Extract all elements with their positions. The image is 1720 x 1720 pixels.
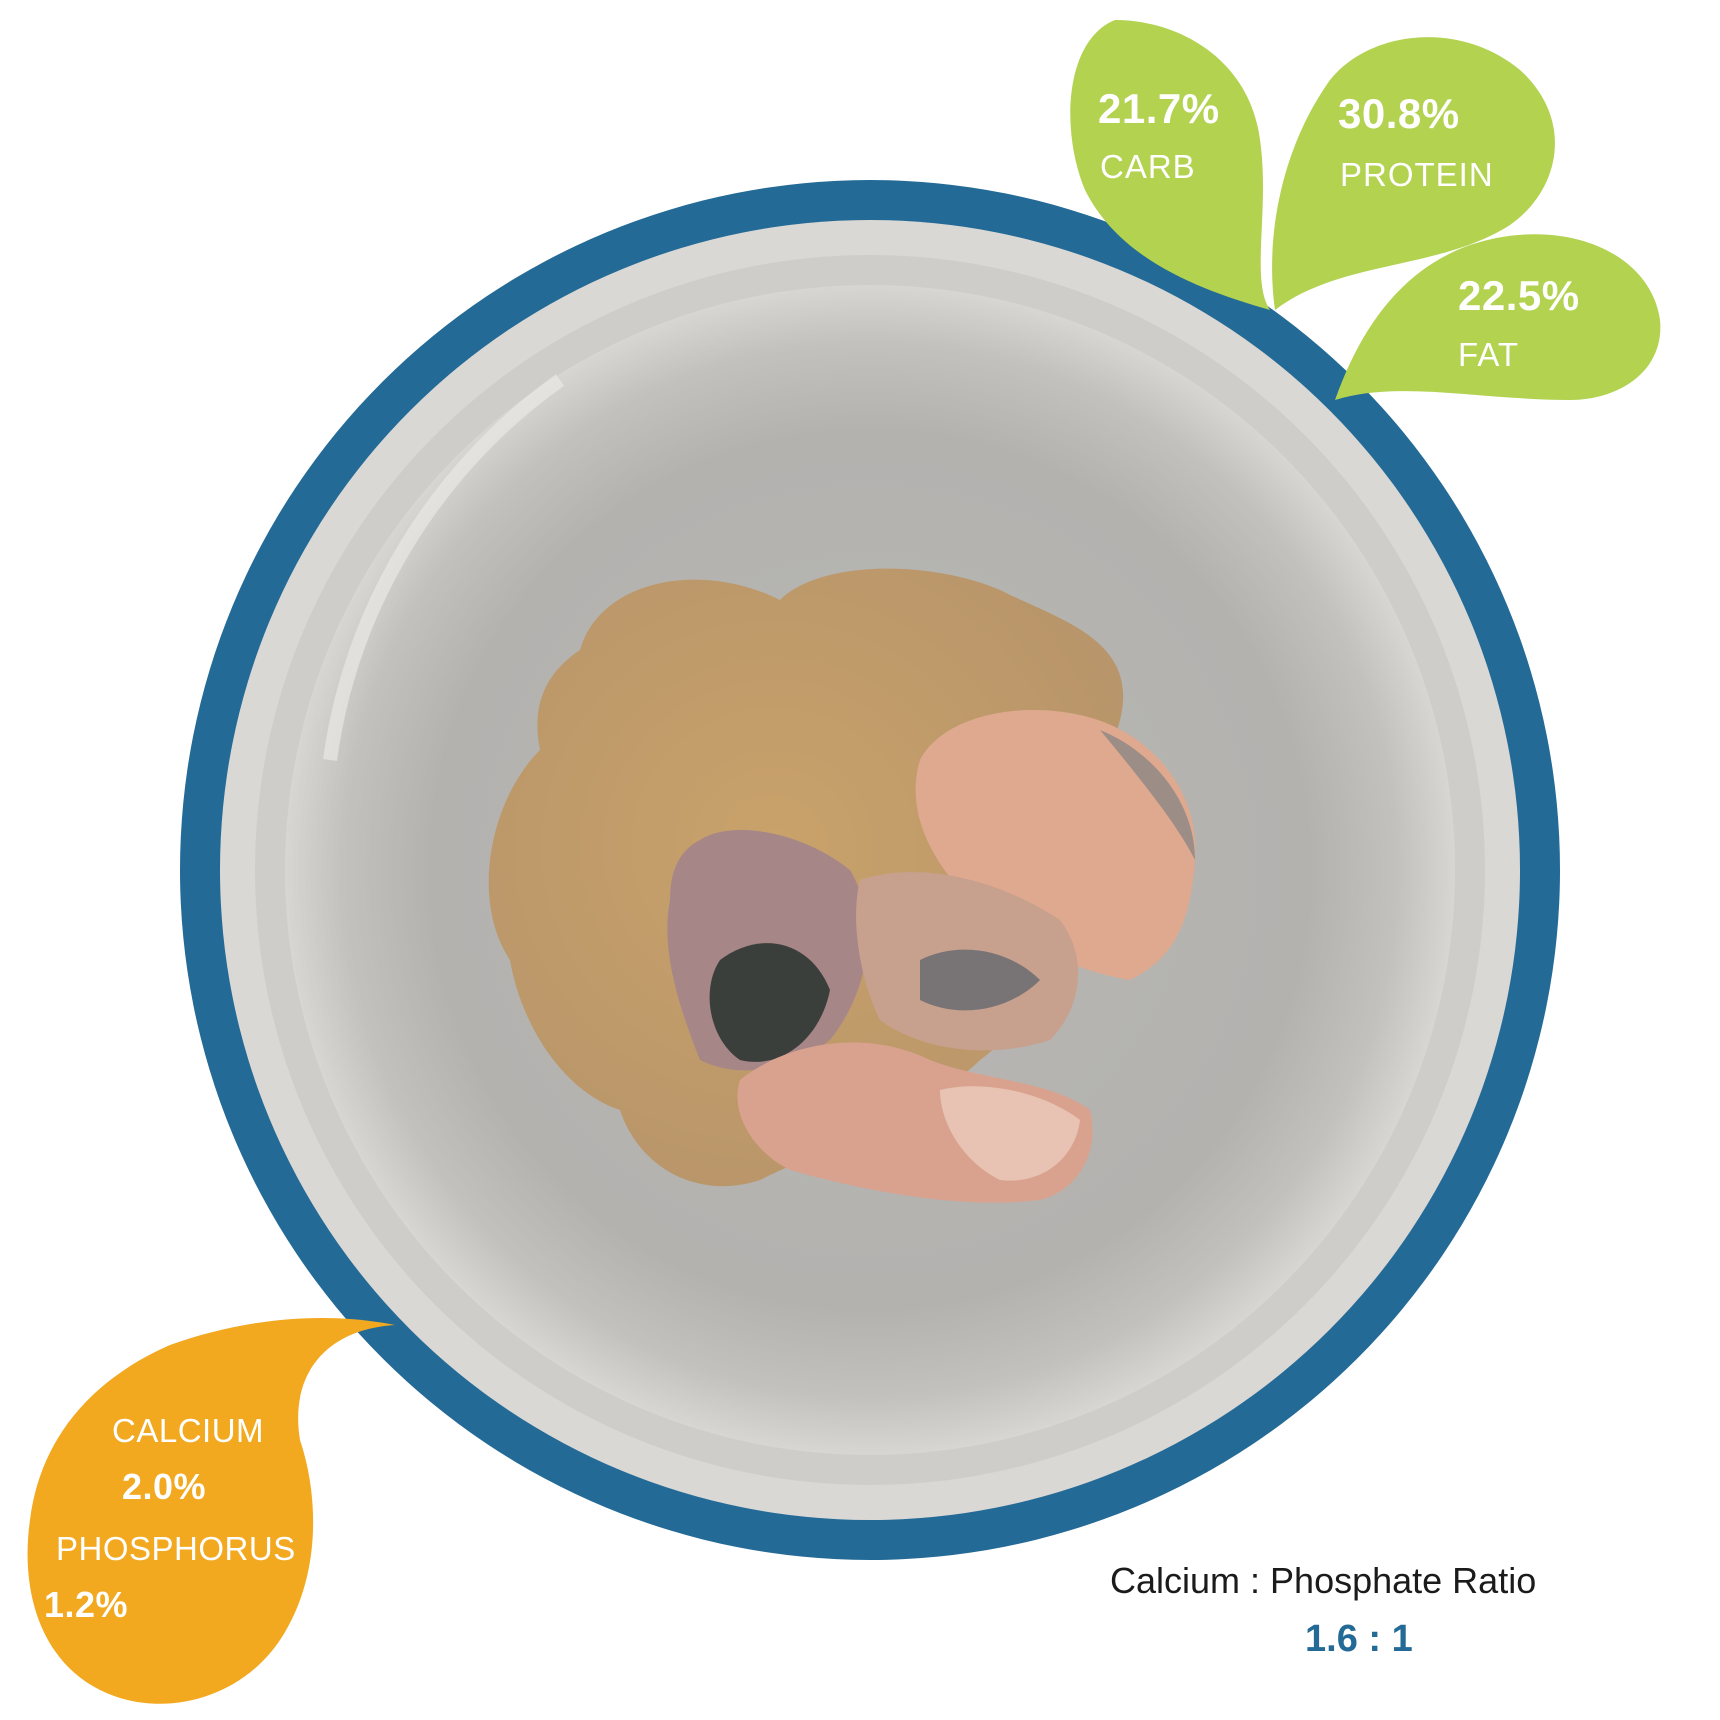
calcium-label: CALCIUM <box>112 1412 265 1449</box>
fat-value: 22.5% <box>1458 272 1580 319</box>
protein-drop <box>1272 37 1555 310</box>
fat-drop <box>1335 234 1661 400</box>
mineral-drop <box>27 1317 395 1704</box>
phosphorus-label: PHOSPHORUS <box>56 1530 296 1567</box>
protein-label: PROTEIN <box>1340 156 1494 193</box>
protein-value: 30.8% <box>1338 90 1460 137</box>
ratio-value: 1.6 : 1 <box>1305 1618 1413 1660</box>
phosphorus-value: 1.2% <box>44 1584 129 1625</box>
fat-label: FAT <box>1458 336 1520 373</box>
carb-drop <box>1070 20 1270 310</box>
carb-value: 21.7% <box>1098 85 1220 132</box>
ratio-title: Calcium : Phosphate Ratio <box>1110 1560 1537 1601</box>
carb-label: CARB <box>1100 148 1196 185</box>
calcium-value: 2.0% <box>122 1466 207 1507</box>
